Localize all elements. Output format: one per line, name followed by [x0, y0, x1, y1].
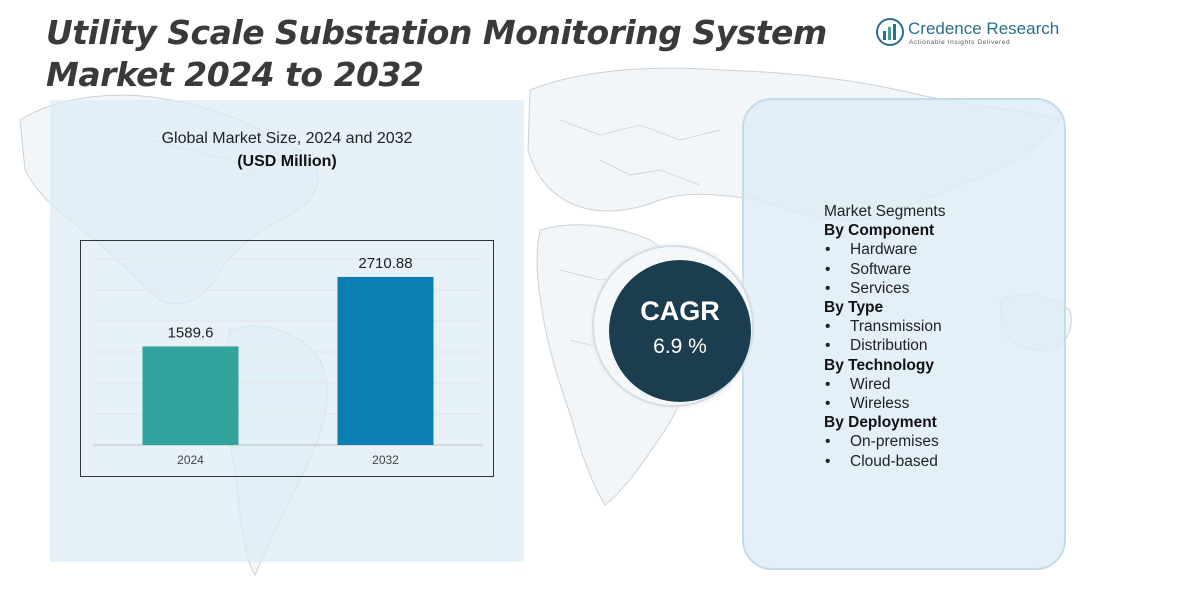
market-size-panel	[50, 100, 524, 562]
title-line-2: Market 2024 to 2032	[46, 55, 424, 94]
segment-group-title: By Deployment	[824, 414, 937, 432]
bar-chart-logo-icon	[876, 18, 904, 46]
segment-group-title: By Type	[824, 299, 884, 317]
segment-item: Distribution	[824, 336, 1044, 355]
segment-item: Transmission	[824, 317, 1044, 336]
segment-item: Cloud-based	[824, 452, 1044, 471]
segment-group-title: By Component	[824, 222, 935, 240]
chart-unit: (USD Million)	[237, 153, 337, 170]
title-line-1: Utility Scale Substation Monitoring Syst…	[46, 13, 827, 52]
segment-group-title: By Technology	[824, 356, 934, 374]
bar-chart-svg: 1589.6 2024 2710.88 2032	[93, 255, 483, 467]
bar-2032	[337, 276, 434, 445]
segment-item: Wired	[824, 375, 1044, 394]
cagr-value: 6.9 %	[653, 335, 707, 358]
segment-item: Wireless	[824, 394, 1044, 413]
market-segments: Market Segments By Component Hardware So…	[824, 202, 1044, 471]
cagr-badge	[609, 260, 751, 402]
data-label-2032: 2710.88	[358, 255, 412, 272]
chart-heading: Global Market Size, 2024 and 2032	[161, 130, 413, 147]
cagr-label: CAGR	[640, 296, 720, 326]
segment-item: Software	[824, 260, 1044, 279]
logo-name: Credence Research	[908, 19, 1060, 38]
bar-2024	[142, 346, 239, 445]
page-title: Utility Scale Substation Monitoring Syst…	[46, 12, 846, 96]
brand-logo: Credence Research Actionable Insights De…	[876, 18, 1076, 50]
segments-heading: Market Segments	[824, 203, 946, 220]
data-label-2024: 1589.6	[168, 324, 214, 341]
bar-chart: 1589.6 2024 2710.88 2032	[80, 240, 494, 477]
logo-tagline: Actionable Insights Delivered	[909, 39, 1011, 46]
x-tick-label-2024: 2024	[177, 453, 204, 467]
segment-item: On-premises	[824, 432, 1044, 451]
segment-item: Services	[824, 279, 1044, 298]
segment-item: Hardware	[824, 240, 1044, 259]
x-tick-label-2032: 2032	[372, 453, 399, 467]
